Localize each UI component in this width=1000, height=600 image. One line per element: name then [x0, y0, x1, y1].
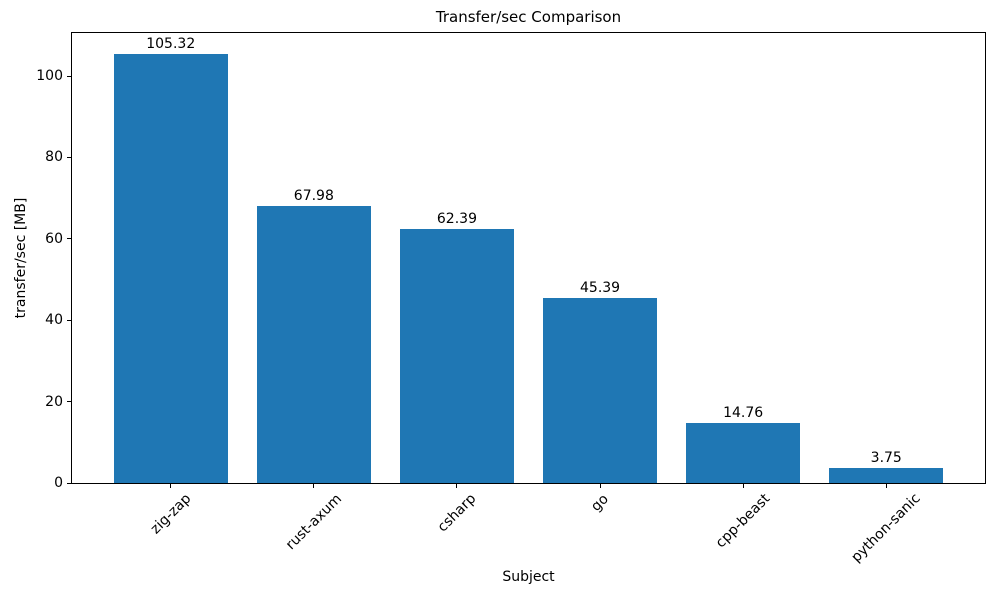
x-tick-label-csharp: csharp — [434, 490, 480, 536]
bar-value-label: 67.98 — [293, 188, 334, 205]
x-tick-mark — [170, 484, 172, 488]
x-tick-mark — [456, 484, 458, 488]
x-tick-label-go: go — [588, 490, 612, 515]
y-axis-label: transfer/sec [MB] — [13, 197, 29, 319]
x-tick-label-zig-zap: zig-zap — [147, 490, 195, 538]
y-tick-mark — [67, 238, 71, 240]
x-tick-mark — [313, 484, 315, 488]
bar-value-label: 62.39 — [436, 211, 477, 228]
y-tick-label: 20 — [45, 393, 63, 410]
bar-value-label: 14.76 — [723, 404, 764, 421]
bar-go — [542, 298, 658, 483]
bar-cpp-beast — [685, 422, 801, 483]
plot-area: 105.32 67.98 62.39 45.39 14.76 3.75 0 20 40 60 80… — [36, 32, 986, 566]
y-tick-mark — [67, 319, 71, 321]
y-tick-label: 0 — [54, 475, 63, 491]
y-tick-label: 60 — [45, 230, 63, 247]
x-axis-label: Subject — [502, 569, 555, 585]
bar-zig-zap — [113, 54, 228, 483]
y-tick-label: 40 — [45, 312, 63, 329]
x-tick-mark — [742, 484, 744, 488]
x-tick-label-cpp-beast: cpp-beast — [712, 490, 774, 552]
x-tick-mark — [599, 484, 601, 488]
y-tick-mark — [67, 401, 71, 403]
y-tick-mark — [67, 156, 71, 158]
x-tick-label-rust-axum: rust-axum — [282, 491, 345, 554]
x-tick-mark — [885, 484, 887, 488]
x-tick-label-python-sanic: python-sanic — [848, 490, 924, 567]
y-tick-label: 100 — [36, 68, 63, 85]
chart-title: Transfer/sec Comparison — [435, 8, 622, 26]
y-tick-mark — [67, 75, 71, 77]
bar-csharp — [399, 229, 515, 483]
bar-value-label: 105.32 — [146, 36, 196, 53]
y-tick-label: 80 — [45, 149, 63, 166]
bar-rust-axum — [256, 206, 372, 483]
y-tick-mark — [67, 482, 71, 484]
bar-python-sanic — [829, 467, 944, 483]
bar-value-label: 45.39 — [580, 280, 621, 297]
bar-value-label: 3.75 — [870, 449, 902, 466]
